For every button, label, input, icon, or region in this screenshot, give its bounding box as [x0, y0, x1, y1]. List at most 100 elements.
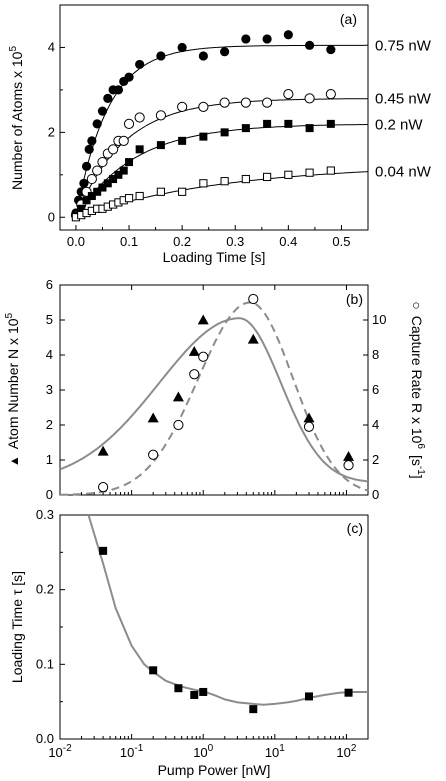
b-circle-point [98, 482, 109, 493]
panel-a-ylabel: Number of Atoms x 105 [8, 46, 25, 191]
c-ytick-label: 0.1 [36, 656, 54, 671]
b-ytick-left-label: 3 [46, 382, 53, 397]
a-point [219, 97, 230, 108]
c-xtick-exponent: 2 [351, 743, 357, 754]
a-point [79, 178, 89, 188]
b-circle-point [189, 369, 200, 380]
c-point [190, 690, 199, 699]
a-point [220, 128, 229, 137]
c-point [344, 688, 353, 697]
a-ytick-label: 0 [48, 209, 55, 224]
a-point [283, 30, 293, 40]
a-point [241, 174, 250, 184]
a-point [114, 170, 123, 179]
a-point [119, 166, 128, 175]
panel-b-ylabel-right-unit-close: ] [409, 475, 425, 479]
panel-a-ticks: 0.0 0.1 0.2 0.3 0.4 0.5 0 2 4 [48, 39, 369, 249]
a-point [326, 166, 335, 175]
panel-c-tag: (c) [347, 520, 363, 536]
b-circle-point [343, 460, 354, 471]
b-circle-point [148, 449, 159, 460]
a-point [109, 175, 118, 184]
b-ytick-left-label: 2 [46, 417, 53, 432]
b-ytick-left-label: 1 [46, 452, 53, 467]
a-point [220, 177, 229, 186]
b-ytick-right-label: 10 [372, 312, 386, 327]
panel-b-ylabel-right-marker: ○ [409, 301, 425, 309]
a-point [77, 204, 86, 213]
a-point [97, 156, 108, 168]
a-point [98, 183, 107, 192]
a-point [241, 124, 250, 133]
c-xtick-exponent: -1 [134, 743, 143, 754]
panel-b-ticks: 0 1 2 3 4 5 6 0 2 4 6 8 10 [46, 277, 387, 502]
panel-a: 0.0 0.1 0.2 0.3 0.4 0.5 0 2 4 (a) Loading Time [… [8, 4, 432, 265]
c-point [149, 666, 158, 675]
b-fit-line-dashed [60, 301, 369, 496]
panel-c-fit-lines [87, 514, 368, 706]
c-xtick-base: 10 [48, 745, 62, 760]
b-triangle-point [247, 333, 259, 344]
b-ytick-left-label: 0 [46, 487, 53, 502]
b-triangle-point [343, 451, 355, 461]
a-series-label: 0.45 nW [375, 91, 432, 108]
a-point [124, 194, 134, 203]
b-circle-point [248, 293, 259, 305]
c-xtick-exponent: 1 [279, 743, 285, 754]
c-xtick-base: 10 [336, 745, 350, 760]
a-point [263, 119, 272, 128]
a-series-label: 0.2 nW [375, 116, 423, 133]
panel-c-xlabel: Pump Power [nW] [158, 762, 271, 778]
a-point [125, 158, 134, 167]
a-point [326, 119, 335, 128]
panel-b-ylabel-right-unit: [s [409, 455, 425, 466]
b-circle-point [303, 421, 315, 432]
panel-b-tag: (b) [346, 291, 363, 307]
a-xtick-label: 0.0 [67, 234, 85, 249]
b-ytick-left-label: 5 [46, 312, 53, 327]
a-point [305, 168, 314, 177]
a-point [156, 187, 165, 196]
c-point [304, 692, 313, 701]
b-circle-point [198, 351, 209, 362]
c-xtick-base: 10 [120, 745, 134, 760]
a-point [86, 173, 97, 185]
b-ytick-right-label: 2 [372, 452, 379, 467]
a-point [304, 93, 315, 104]
a-point [97, 106, 108, 116]
panel-b-ylabel-right-unit-exponent: -1 [415, 466, 426, 475]
a-point [199, 132, 208, 141]
a-point [108, 144, 119, 155]
a-xtick-label: 0.4 [279, 234, 297, 249]
c-point [99, 546, 108, 555]
a-point [326, 44, 336, 55]
b-triangle-point [97, 445, 109, 456]
a-point [263, 172, 272, 182]
a-ytick-label: 2 [48, 124, 55, 139]
b-circle-point [173, 419, 184, 431]
a-point [135, 145, 144, 154]
c-xtick-exponent: -2 [63, 743, 72, 754]
a-point [198, 101, 209, 112]
a-point [82, 196, 91, 205]
c-xtick-label: 10-1 [120, 743, 144, 760]
c-xtick-label: 10-2 [48, 743, 72, 760]
b-ytick-right-label: 6 [372, 382, 379, 397]
c-xtick-label: 101 [265, 743, 285, 760]
a-point [113, 85, 124, 95]
b-triangle-point [172, 391, 184, 402]
a-point [103, 93, 113, 103]
a-point [284, 119, 293, 128]
a-point [220, 47, 230, 57]
c-xtick-base: 10 [193, 745, 207, 760]
c-fit-line [87, 514, 368, 706]
panel-b-ylabel-left: ▲ Atom Number N x 105 [4, 312, 21, 467]
a-xtick-label: 0.1 [120, 234, 138, 249]
a-point [87, 192, 96, 201]
a-xtick-label: 0.3 [226, 234, 244, 249]
a-point [305, 124, 314, 133]
